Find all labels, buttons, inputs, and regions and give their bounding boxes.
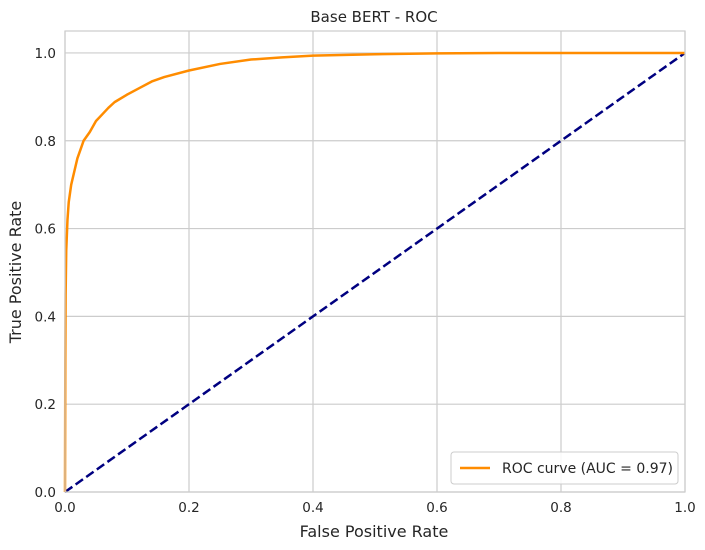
y-tick-label: 0.0 — [35, 485, 56, 501]
series-layer — [63, 51, 686, 494]
chart-title: Base BERT - ROC — [310, 8, 437, 26]
y-tick-label: 0.2 — [35, 397, 56, 413]
plot-frame — [64, 30, 686, 493]
y-tick-label: 0.6 — [35, 222, 56, 238]
roc-curve-line — [63, 51, 685, 493]
x-tick-label: 1.0 — [674, 500, 695, 516]
tick-labels: 0.0 0.2 0.4 0.6 0.8 1.0 0.0 0.2 0.4 0.6 0.8 1.0 — [35, 46, 696, 516]
x-tick-label: 0.4 — [302, 500, 323, 516]
y-tick-label: 0.4 — [35, 309, 56, 325]
x-tick-label: 0.0 — [54, 500, 75, 516]
chance-diagonal-line — [64, 51, 686, 494]
y-tick-label: 0.8 — [35, 134, 56, 150]
grid — [64, 31, 686, 493]
legend: ROC curve (AUC = 0.97) — [450, 451, 679, 485]
legend-box — [450, 451, 679, 485]
y-axis-label: True Positive Rate — [6, 201, 25, 345]
y-tick-label: 1.0 — [35, 46, 56, 62]
legend-label: ROC curve (AUC = 0.97) — [502, 461, 673, 477]
x-tick-label: 0.8 — [550, 500, 571, 516]
x-tick-label: 0.2 — [178, 500, 199, 516]
x-tick-label: 0.6 — [426, 500, 447, 516]
x-axis-label: False Positive Rate — [300, 522, 449, 541]
